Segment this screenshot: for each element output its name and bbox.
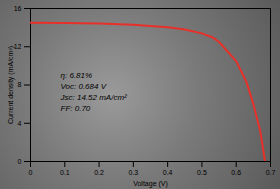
svg-text:0.4: 0.4 — [163, 169, 173, 176]
svg-text:0.6: 0.6 — [231, 169, 241, 176]
svg-text:0.3: 0.3 — [128, 169, 138, 176]
svg-text:16: 16 — [14, 5, 22, 12]
svg-text:0.1: 0.1 — [60, 169, 70, 176]
svg-text:4: 4 — [18, 119, 22, 126]
svg-text:Voc: 0.684 V: Voc: 0.684 V — [61, 82, 107, 91]
svg-text:FF: 0.70: FF: 0.70 — [61, 104, 91, 113]
svg-text:0.7: 0.7 — [266, 169, 276, 176]
svg-text:η: 6.81%: η: 6.81% — [61, 71, 93, 80]
svg-text:0.2: 0.2 — [94, 169, 104, 176]
svg-text:0: 0 — [18, 158, 22, 165]
svg-text:8: 8 — [18, 81, 22, 88]
svg-text:0: 0 — [29, 169, 33, 176]
svg-text:Voltage (V): Voltage (V) — [133, 180, 168, 188]
svg-text:Jsc: 14.52 mA/cm²: Jsc: 14.52 mA/cm² — [60, 93, 128, 102]
svg-text:0.5: 0.5 — [197, 169, 207, 176]
svg-text:12: 12 — [14, 43, 22, 50]
svg-text:Current density (mA/cm²): Current density (mA/cm²) — [7, 46, 15, 124]
